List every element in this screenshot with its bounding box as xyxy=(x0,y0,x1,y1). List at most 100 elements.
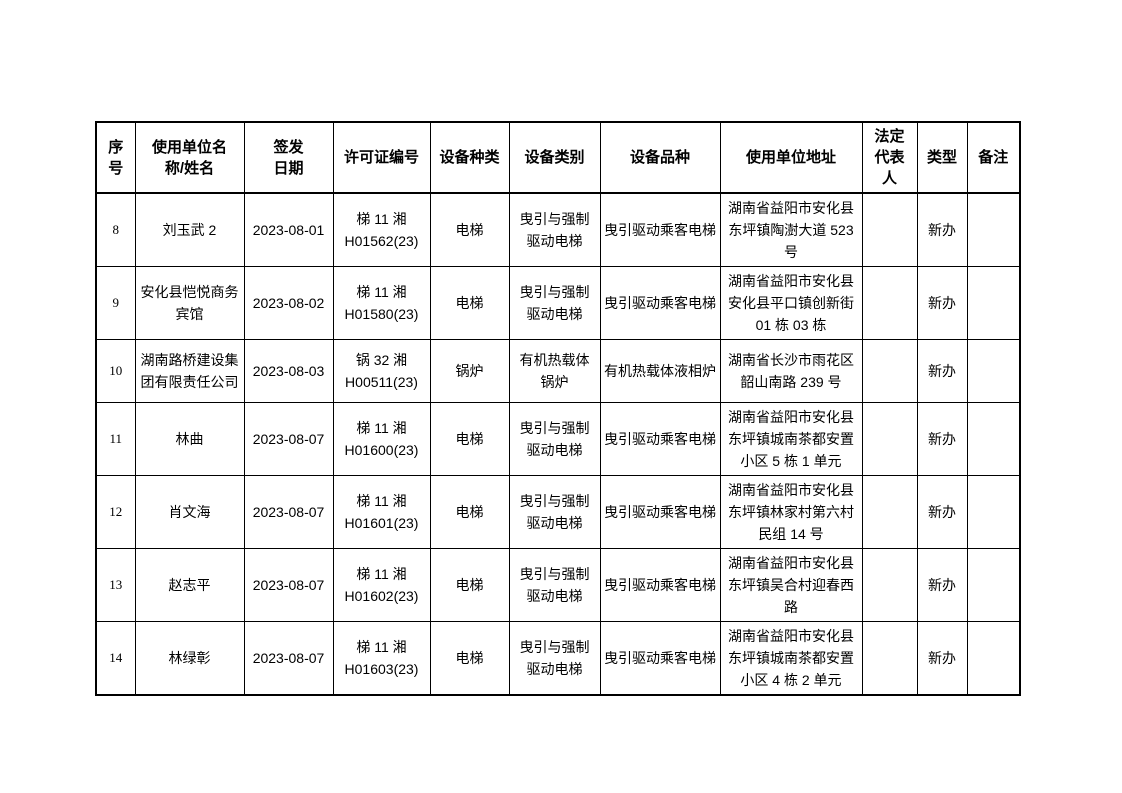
cell-index: 13 xyxy=(95,548,136,622)
cell-license-no: 梯 11 湘 H01603(23) xyxy=(332,621,431,696)
cell-issue-date: 2023-08-07 xyxy=(243,548,334,622)
cell-name: 肖文海 xyxy=(134,475,245,549)
table-row: 9 安化县恺悦商务 宾馆 2023-08-02 梯 11 湘 H01580(23) 电梯… xyxy=(95,266,1021,340)
cell-unit-address: 湖南省益阳市安化县 东坪镇林家村第六村 民组 14 号 xyxy=(719,475,863,549)
cell-index: 11 xyxy=(95,402,136,476)
cell-issue-date: 2023-08-07 xyxy=(243,402,334,476)
cell-legal-representative xyxy=(861,475,918,549)
cell-type: 新办 xyxy=(916,339,968,403)
cell-remarks xyxy=(966,266,1021,340)
cell-legal-representative xyxy=(861,402,918,476)
cell-legal-representative xyxy=(861,192,918,267)
cell-license-no: 梯 11 湘 H01600(23) xyxy=(332,402,431,476)
cell-type: 新办 xyxy=(916,475,968,549)
cell-legal-representative xyxy=(861,621,918,696)
table-row: 8 刘玉武 2 2023-08-01 梯 11 湘 H01562(23) 电梯 曳引与强制… xyxy=(95,192,1021,267)
cell-index: 10 xyxy=(95,339,136,403)
cell-license-no: 梯 11 湘 H01562(23) xyxy=(332,192,431,267)
cell-license-no: 梯 11 湘 H01602(23) xyxy=(332,548,431,622)
cell-name: 林曲 xyxy=(134,402,245,476)
cell-equipment-category: 电梯 xyxy=(429,548,510,622)
cell-index: 8 xyxy=(95,192,136,267)
cell-issue-date: 2023-08-01 xyxy=(243,192,334,267)
cell-issue-date: 2023-08-07 xyxy=(243,475,334,549)
table-row: 13 赵志平 2023-08-07 梯 11 湘 H01602(23) 电梯 曳引与强制 … xyxy=(95,548,1021,622)
table-header: 序 号 使用单位名 称/姓名 签发 日期 许可证编号 设备种类 设备类别 设备品… xyxy=(95,121,1021,194)
cell-index: 14 xyxy=(95,621,136,696)
cell-unit-address: 湖南省益阳市安化县 东坪镇陶澍大道 523 号 xyxy=(719,192,863,267)
cell-type: 新办 xyxy=(916,548,968,622)
cell-unit-address: 湖南省益阳市安化县 东坪镇城南茶都安置 小区 4 栋 2 单元 xyxy=(719,621,863,696)
column-header-type: 类型 xyxy=(916,121,968,194)
cell-equipment-class: 曳引与强制 驱动电梯 xyxy=(508,402,601,476)
cell-equipment-variety: 曳引驱动乘客电梯 xyxy=(599,266,721,340)
cell-equipment-class: 曳引与强制 驱动电梯 xyxy=(508,621,601,696)
table-body: 8 刘玉武 2 2023-08-01 梯 11 湘 H01562(23) 电梯 曳引与强制… xyxy=(95,192,1021,696)
cell-equipment-category: 电梯 xyxy=(429,266,510,340)
cell-remarks xyxy=(966,192,1021,267)
cell-remarks xyxy=(966,475,1021,549)
cell-equipment-category: 电梯 xyxy=(429,192,510,267)
cell-equipment-variety: 曳引驱动乘客电梯 xyxy=(599,402,721,476)
table-row: 12 肖文海 2023-08-07 梯 11 湘 H01601(23) 电梯 曳引与强制 … xyxy=(95,475,1021,549)
cell-equipment-category: 电梯 xyxy=(429,475,510,549)
cell-equipment-variety: 曳引驱动乘客电梯 xyxy=(599,475,721,549)
header-row: 序 号 使用单位名 称/姓名 签发 日期 许可证编号 设备种类 设备类别 设备品… xyxy=(95,121,1021,194)
column-header-unit-name: 使用单位名 称/姓名 xyxy=(134,121,245,194)
cell-equipment-class: 曳引与强制 驱动电梯 xyxy=(508,192,601,267)
column-header-equipment-class: 设备类别 xyxy=(508,121,601,194)
column-header-remarks: 备注 xyxy=(966,121,1021,194)
cell-legal-representative xyxy=(861,266,918,340)
cell-name: 赵志平 xyxy=(134,548,245,622)
column-header-legal-representative: 法定 代表 人 xyxy=(861,121,918,194)
cell-remarks xyxy=(966,402,1021,476)
cell-issue-date: 2023-08-03 xyxy=(243,339,334,403)
column-header-license-no: 许可证编号 xyxy=(332,121,431,194)
cell-type: 新办 xyxy=(916,192,968,267)
table-row: 14 林绿彰 2023-08-07 梯 11 湘 H01603(23) 电梯 曳引与强制 … xyxy=(95,621,1021,696)
cell-index: 12 xyxy=(95,475,136,549)
cell-equipment-category: 锅炉 xyxy=(429,339,510,403)
cell-equipment-variety: 曳引驱动乘客电梯 xyxy=(599,192,721,267)
cell-unit-address: 湖南省益阳市安化县 安化县平口镇创新街 01 栋 03 栋 xyxy=(719,266,863,340)
cell-equipment-class: 曳引与强制 驱动电梯 xyxy=(508,266,601,340)
column-header-equipment-variety: 设备品种 xyxy=(599,121,721,194)
cell-license-no: 梯 11 湘 H01601(23) xyxy=(332,475,431,549)
cell-license-no: 锅 32 湘 H00511(23) xyxy=(332,339,431,403)
license-table: 序 号 使用单位名 称/姓名 签发 日期 许可证编号 设备种类 设备类别 设备品… xyxy=(95,121,1021,696)
cell-issue-date: 2023-08-02 xyxy=(243,266,334,340)
cell-equipment-class: 有机热载体 锅炉 xyxy=(508,339,601,403)
cell-type: 新办 xyxy=(916,621,968,696)
cell-remarks xyxy=(966,621,1021,696)
column-header-equipment-category: 设备种类 xyxy=(429,121,510,194)
cell-unit-address: 湖南省益阳市安化县 东坪镇吴合村迎春西 路 xyxy=(719,548,863,622)
cell-type: 新办 xyxy=(916,402,968,476)
cell-legal-representative xyxy=(861,548,918,622)
cell-unit-address: 湖南省长沙市雨花区 韶山南路 239 号 xyxy=(719,339,863,403)
cell-name: 林绿彰 xyxy=(134,621,245,696)
cell-equipment-variety: 有机热载体液相炉 xyxy=(599,339,721,403)
cell-remarks xyxy=(966,339,1021,403)
cell-name: 湖南路桥建设集 团有限责任公司 xyxy=(134,339,245,403)
table-row: 11 林曲 2023-08-07 梯 11 湘 H01600(23) 电梯 曳引与强制 驱… xyxy=(95,402,1021,476)
cell-equipment-variety: 曳引驱动乘客电梯 xyxy=(599,548,721,622)
cell-name: 安化县恺悦商务 宾馆 xyxy=(134,266,245,340)
column-header-index: 序 号 xyxy=(95,121,136,194)
cell-legal-representative xyxy=(861,339,918,403)
cell-equipment-category: 电梯 xyxy=(429,402,510,476)
cell-equipment-class: 曳引与强制 驱动电梯 xyxy=(508,548,601,622)
cell-issue-date: 2023-08-07 xyxy=(243,621,334,696)
cell-type: 新办 xyxy=(916,266,968,340)
column-header-issue-date: 签发 日期 xyxy=(243,121,334,194)
cell-name: 刘玉武 2 xyxy=(134,192,245,267)
cell-unit-address: 湖南省益阳市安化县 东坪镇城南茶都安置 小区 5 栋 1 单元 xyxy=(719,402,863,476)
cell-index: 9 xyxy=(95,266,136,340)
cell-license-no: 梯 11 湘 H01580(23) xyxy=(332,266,431,340)
cell-equipment-category: 电梯 xyxy=(429,621,510,696)
cell-equipment-variety: 曳引驱动乘客电梯 xyxy=(599,621,721,696)
table-row: 10 湖南路桥建设集 团有限责任公司 2023-08-03 锅 32 湘 H00511… xyxy=(95,339,1021,403)
column-header-unit-address: 使用单位地址 xyxy=(719,121,863,194)
cell-remarks xyxy=(966,548,1021,622)
cell-equipment-class: 曳引与强制 驱动电梯 xyxy=(508,475,601,549)
